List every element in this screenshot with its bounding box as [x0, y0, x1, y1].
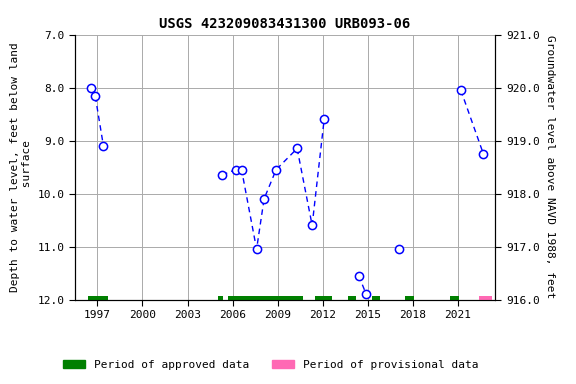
Bar: [450, 296, 459, 303]
Y-axis label: Depth to water level, feet below land
 surface: Depth to water level, feet below land su…: [10, 42, 32, 292]
Point: [479, 151, 488, 157]
Y-axis label: Groundwater level above NAVD 1988, feet: Groundwater level above NAVD 1988, feet: [545, 35, 555, 299]
Point: [320, 116, 329, 122]
Bar: [218, 296, 223, 303]
Point: [218, 172, 227, 178]
Point: [87, 84, 96, 91]
Bar: [372, 296, 380, 303]
Point: [308, 222, 317, 228]
Point: [237, 167, 246, 173]
Point: [99, 143, 108, 149]
Legend: Period of approved data, Period of provisional data: Period of approved data, Period of provi…: [59, 356, 483, 375]
Bar: [479, 296, 492, 303]
Point: [293, 146, 302, 152]
Bar: [315, 296, 332, 303]
Point: [395, 246, 404, 252]
Point: [456, 87, 465, 93]
Point: [354, 273, 363, 279]
Point: [90, 93, 100, 99]
Bar: [406, 296, 414, 303]
Bar: [88, 296, 108, 303]
Title: USGS 423209083431300 URB093-06: USGS 423209083431300 URB093-06: [160, 17, 411, 31]
Point: [231, 167, 240, 173]
Point: [362, 291, 371, 297]
Point: [271, 167, 281, 173]
Bar: [348, 296, 357, 303]
Point: [260, 196, 269, 202]
Point: [252, 246, 261, 252]
Bar: [228, 296, 303, 303]
